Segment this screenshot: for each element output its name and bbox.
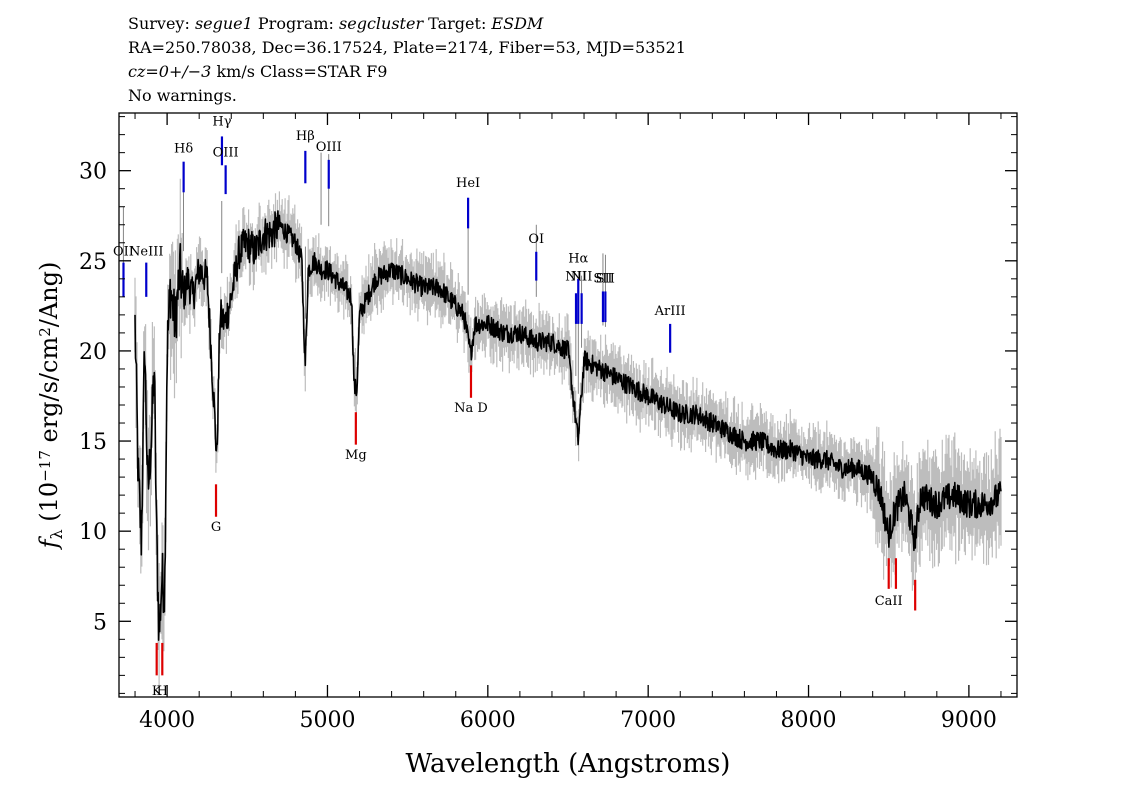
emission-line-label: NII	[571, 270, 593, 285]
x-tick-label: 5000	[299, 708, 355, 733]
emission-line-label: Hβ	[296, 129, 315, 144]
y-axis-label-part: (10	[35, 482, 63, 530]
survey-label: Survey:	[128, 14, 195, 33]
header-line-redshift: cz=0+/−3 km/s Class=STAR F9	[128, 62, 387, 81]
y-axis-label-part: erg/s/cm	[35, 337, 63, 451]
emission-line-label: OIII	[316, 140, 342, 155]
emission-line-label: OI	[528, 232, 544, 247]
survey-value: segue1	[194, 14, 253, 33]
header-line-survey: Survey: segue1 Program: segcluster Targe…	[128, 14, 543, 33]
x-tick-label: 8000	[781, 708, 837, 733]
absorption-line-label: H	[157, 684, 168, 699]
emission-line-label: OIII	[213, 145, 239, 160]
target-value: ESDM	[491, 14, 544, 33]
y-tick-label: 10	[79, 520, 107, 545]
absorption-line-label: K	[152, 684, 162, 699]
x-tick-label: 6000	[460, 708, 516, 733]
emission-line-label: ArIII	[654, 304, 686, 319]
y-tick-label: 20	[79, 340, 107, 365]
absorption-line-label: Na D	[454, 401, 488, 416]
emission-line-label: NII	[565, 270, 587, 285]
x-tick-label: 4000	[139, 708, 195, 733]
y-tick-label: 5	[93, 610, 107, 635]
plot-frame	[118, 112, 1018, 698]
emission-line-label: NeIII	[129, 244, 163, 259]
header-line-coordinates: RA=250.78038, Dec=36.17524, Plate=2174, …	[128, 38, 686, 57]
y-axis-label: fλ (10−17 erg/s/cm2/Ang)	[35, 262, 66, 551]
cz-value: cz=0+/−3	[128, 62, 212, 81]
spectrum-line	[134, 210, 1002, 641]
emission-line-label: SII	[596, 271, 615, 286]
y-tick-label: 25	[79, 250, 107, 275]
program-value: segcluster	[339, 14, 424, 33]
emission-line-label: SII	[593, 271, 612, 286]
x-tick-label: 7000	[620, 708, 676, 733]
absorption-line-label: G	[211, 520, 221, 535]
cz-rest: km/s Class=STAR F9	[211, 62, 388, 81]
y-tick-label: 30	[79, 160, 107, 185]
axes: 4000 5000 6000 7000 8000 9000 5 10 15 20 25 30	[79, 113, 1017, 733]
emission-line-label: Hγ	[212, 115, 231, 130]
x-tick-label: 9000	[941, 708, 997, 733]
y-tick-label: 15	[79, 430, 107, 455]
emission-line-label: Hα	[568, 252, 588, 267]
header-line-warnings: No warnings.	[128, 86, 237, 105]
y-axis-label-part: /Ang)	[35, 262, 63, 328]
target-label: Target:	[423, 14, 492, 33]
emission-line-label: HeI	[456, 176, 480, 191]
emission-line-label: OII	[113, 244, 134, 259]
emission-line-label: Hδ	[174, 142, 193, 157]
x-axis-label: Wavelength (Angstroms)	[406, 749, 731, 779]
absorption-line-label: CaII	[875, 594, 903, 609]
y-axis-label-part: λ	[47, 529, 66, 539]
program-label: Program:	[252, 14, 340, 33]
y-axis-label-part: 2	[36, 327, 54, 337]
y-axis-label-part: −17	[36, 450, 54, 482]
absorption-line-label: Mg	[345, 448, 367, 463]
